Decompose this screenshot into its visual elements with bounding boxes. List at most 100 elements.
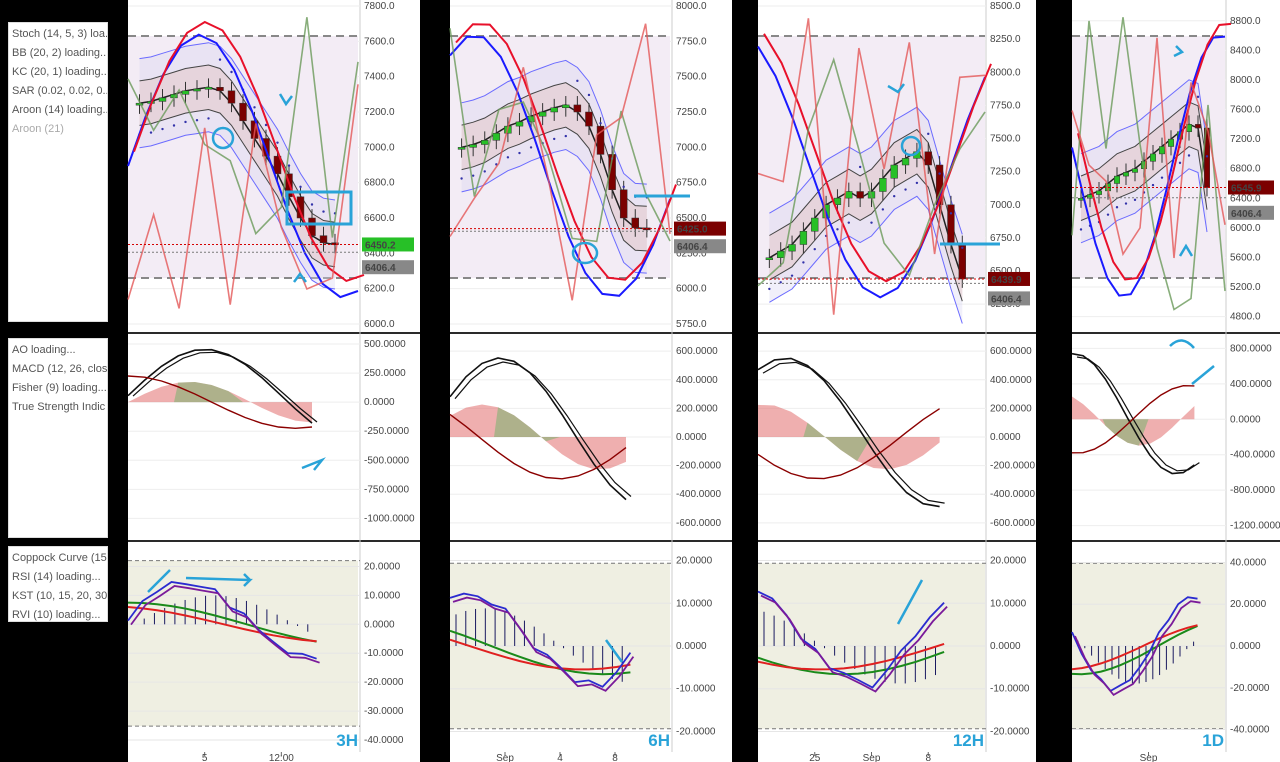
last-price-tag: [1228, 180, 1274, 195]
legend-kst[interactable]: KST (10, 15, 20, 30: [12, 590, 107, 602]
row-divider: [758, 540, 1036, 542]
candle: [319, 235, 328, 243]
annotation-arrow: [147, 569, 171, 593]
aroon-up-line: [127, 17, 359, 238]
ao-area: [1072, 396, 1195, 446]
osc-tick-label: -400.0000: [1230, 450, 1275, 461]
mom-tick-label: -20.0000: [990, 726, 1030, 737]
price-tick-label: 7200.0: [364, 107, 395, 118]
tsi-line: [1071, 384, 1195, 454]
annotation-circle: [900, 135, 922, 157]
annotation-arrow: [1169, 339, 1195, 349]
keltner-upper: [461, 82, 647, 207]
rsi-line: [449, 592, 632, 688]
legend-fisher[interactable]: Fisher (9) loading...: [12, 382, 107, 394]
macd-signal-line: [132, 351, 318, 423]
sar-dot: [847, 221, 850, 224]
rvi-line: [760, 594, 948, 693]
candle: [799, 231, 808, 245]
x-tick-label: 12:00: [269, 753, 294, 762]
bollinger-upper: [1080, 79, 1208, 155]
osc-tick-label: -200.0000: [676, 461, 721, 472]
sar-dot: [1196, 95, 1200, 99]
price-tick-label: 7200.0: [1230, 134, 1261, 145]
annotation-arrow: [1173, 45, 1185, 58]
osc-tick-label: -200.0000: [990, 461, 1035, 472]
sar-dot: [253, 106, 256, 109]
mom-tick-label: -10.0000: [990, 684, 1030, 695]
ref-price-tag: [674, 239, 726, 254]
stoch-d-line: [133, 20, 365, 283]
price-tick-label: 7250.0: [990, 167, 1021, 178]
price-tick-label: 6750.0: [990, 233, 1021, 244]
price-tick-label: 7750.0: [990, 100, 1021, 111]
mom-tick-label: -20.0000: [676, 726, 716, 737]
candle: [596, 125, 605, 155]
price-tick-label: 8000.0: [990, 67, 1021, 78]
osc-tick-label: 800.0000: [1230, 343, 1272, 354]
candle: [1168, 138, 1174, 147]
legend-rvi[interactable]: RVI (10) loading...: [12, 609, 101, 621]
ref-price-label: 6406.4: [1231, 209, 1262, 220]
price-tick-label: 8250.0: [990, 34, 1021, 45]
candle: [515, 121, 524, 127]
bollinger-fill: [461, 60, 647, 274]
legend-tsi[interactable]: True Strength Indic: [12, 401, 106, 413]
sar-dot: [172, 124, 176, 127]
candle: [227, 90, 236, 104]
osc-tick-label: -600.0000: [676, 518, 721, 529]
timeframe-label: 3H: [336, 731, 358, 750]
price-tick-label: 7400.0: [364, 72, 395, 83]
candle: [273, 155, 282, 175]
sar-dot: [1178, 161, 1182, 165]
osc-tick-label: -750.0000: [364, 484, 409, 495]
legend-stoch[interactable]: Stoch (14, 5, 3) loa...: [12, 28, 107, 40]
bollinger-fill: [139, 42, 335, 290]
price-tick-label: 6400.0: [1230, 193, 1261, 204]
osc-tick-label: 600.0000: [676, 346, 718, 357]
bollinger-lower: [1080, 168, 1208, 244]
candle: [890, 164, 898, 179]
legend-ao[interactable]: AO loading...: [12, 344, 76, 356]
sar-dot: [870, 221, 873, 224]
rvi-line: [452, 596, 635, 692]
candle: [204, 87, 213, 90]
sar-dot: [506, 156, 510, 159]
rsi-band: [128, 560, 358, 727]
chart-panel-12H: 8500.0 8250.0 8000.0 7750.0 7500.0 7250.0 7000…: [757, 0, 1036, 762]
bollinger-lower: [139, 131, 336, 290]
legend-sar[interactable]: SAR (0.02, 0.02, 0...: [12, 85, 107, 97]
rvi-line: [1074, 600, 1201, 697]
mom-tick-label: -20.0000: [1230, 683, 1270, 694]
price-tick-label: 6600.0: [364, 213, 395, 224]
legend-kc[interactable]: KC (20, 1) loading...: [12, 66, 107, 78]
annotation-arrow: [278, 93, 293, 107]
legend-main: Stoch (14, 5, 3) loa... BB (20, 2) loadi…: [8, 22, 108, 322]
sar-dot: [230, 70, 233, 74]
price-tick-label: 5750.0: [676, 319, 707, 330]
legend-osc: AO loading... MACD (12, 26, clos Fisher …: [8, 338, 108, 538]
price-tick-label: 5200.0: [1230, 282, 1261, 293]
osc-tick-label: 0.0000: [1230, 414, 1261, 425]
legend-coppock[interactable]: Coppock Curve (15: [12, 552, 107, 564]
macd-line: [757, 357, 940, 508]
legend-rsi[interactable]: RSI (14) loading...: [12, 571, 101, 583]
aroon-up-line: [757, 56, 986, 287]
legend-aroon14[interactable]: Aroon (14) loading...: [12, 104, 107, 116]
sar-dot: [149, 131, 153, 134]
x-tick-label: 25: [809, 753, 821, 762]
timeframe-label: 6H: [648, 731, 670, 750]
price-tick-label: 6000.0: [364, 319, 395, 330]
chart-panel-1D: 8800.0 8400.0 8000.0 7600.0 7200.0 6800.0 6400…: [1071, 0, 1280, 762]
price-tick-label: 7750.0: [676, 36, 707, 47]
kst-line: [449, 629, 631, 676]
mom-tick-label: 40.0000: [1230, 557, 1267, 568]
legend-aroon21[interactable]: Aroon (21): [12, 123, 64, 135]
annotations: [147, 45, 1215, 663]
sar-dot: [1205, 155, 1209, 158]
row-divider: [450, 332, 732, 334]
legend-macd[interactable]: MACD (12, 26, clos: [12, 363, 107, 375]
candle: [879, 178, 887, 192]
legend-bb[interactable]: BB (20, 2) loading...: [12, 47, 107, 59]
stoch-k-line: [449, 35, 671, 297]
